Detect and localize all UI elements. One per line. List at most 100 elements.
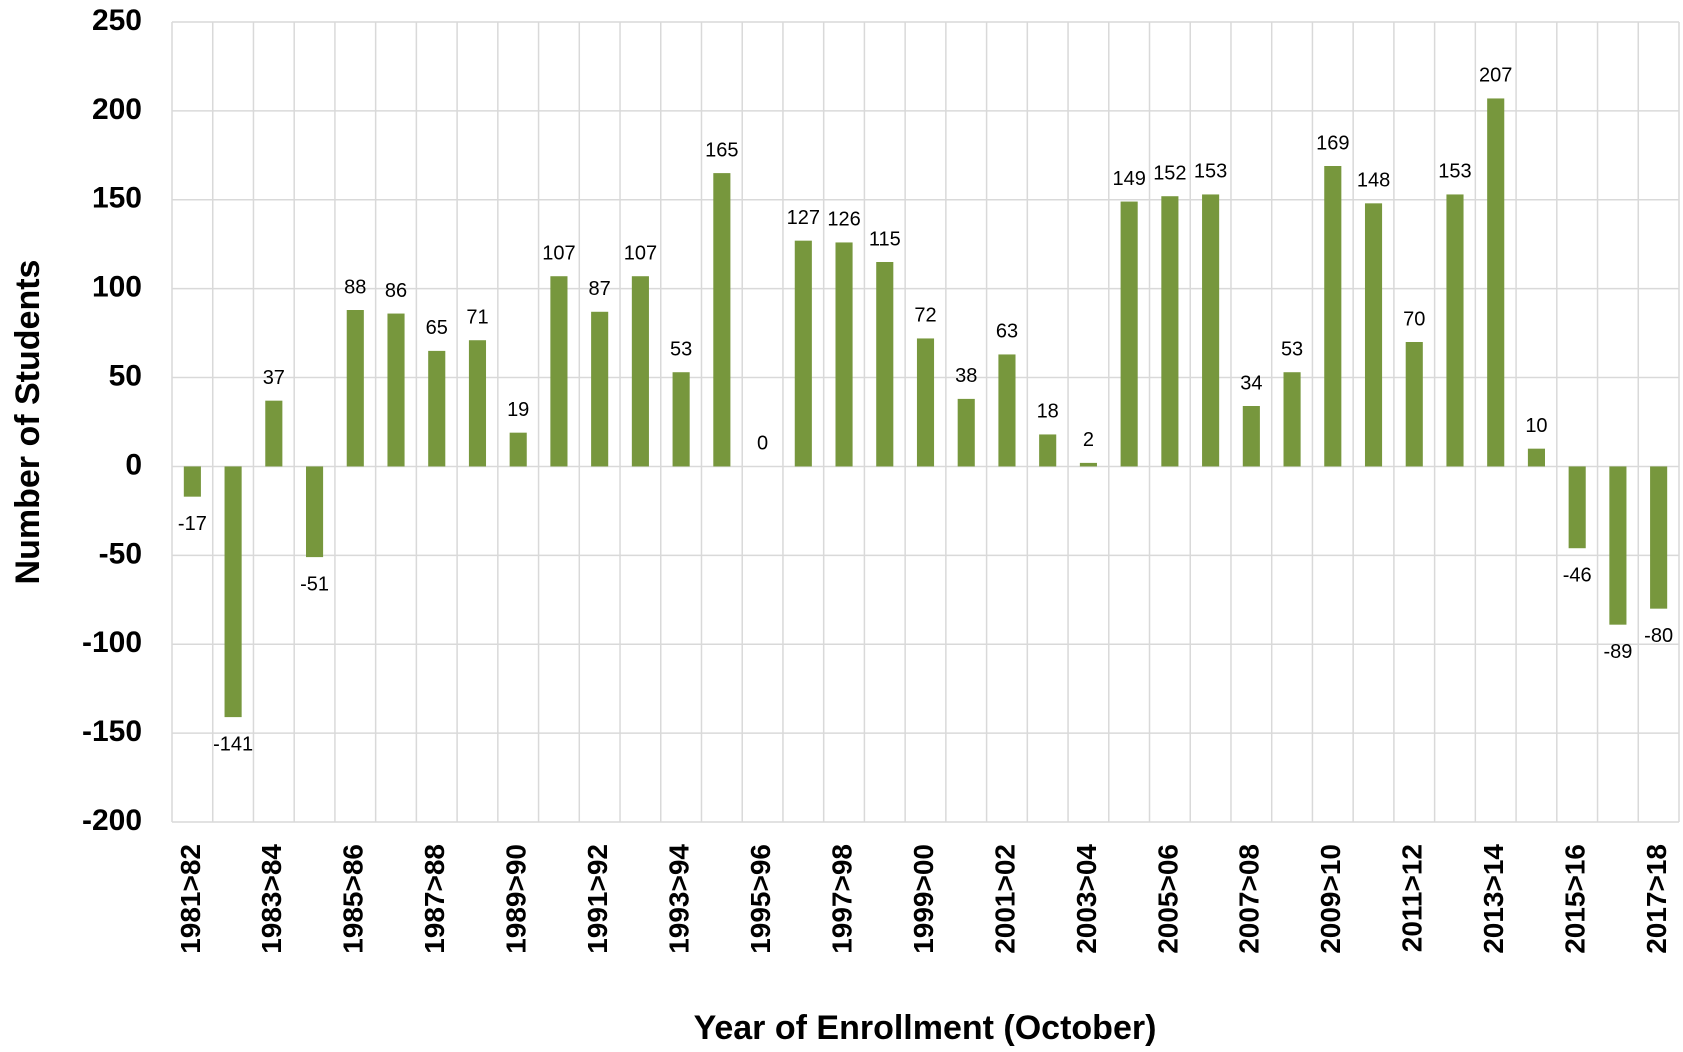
data-label: 19 xyxy=(507,399,529,421)
data-label: -17 xyxy=(178,513,207,535)
bar xyxy=(1609,466,1627,625)
bar xyxy=(265,400,283,467)
bar xyxy=(1283,372,1301,467)
bar xyxy=(428,350,446,467)
data-label: 107 xyxy=(624,243,657,265)
bar xyxy=(1079,462,1097,467)
data-label: 148 xyxy=(1357,170,1390,192)
data-label: 65 xyxy=(426,317,448,339)
bar xyxy=(550,276,568,467)
x-tick-label: 1981>82 xyxy=(175,844,206,954)
x-tick-label: 1987>88 xyxy=(419,844,450,954)
bar xyxy=(1446,194,1464,467)
bar xyxy=(631,276,649,467)
bar xyxy=(387,313,405,467)
data-label: 71 xyxy=(466,307,488,329)
x-tick-label: 2003>04 xyxy=(1071,844,1102,954)
y-tick-label: 100 xyxy=(92,271,142,304)
x-tick-label: 2015>16 xyxy=(1560,844,1591,954)
data-label: 0 xyxy=(757,433,768,455)
x-tick-label: 1995>96 xyxy=(745,844,776,954)
bar xyxy=(224,466,242,718)
y-tick-label: 0 xyxy=(125,448,142,481)
x-tick-label: 2013>14 xyxy=(1478,844,1509,954)
bar xyxy=(1120,201,1138,467)
bar xyxy=(1568,466,1586,549)
data-label: 38 xyxy=(955,365,977,387)
data-label: 63 xyxy=(996,321,1018,343)
data-label: -80 xyxy=(1644,625,1673,647)
data-label: 88 xyxy=(344,276,366,298)
y-tick-label: -100 xyxy=(82,626,142,659)
data-label: 53 xyxy=(1281,339,1303,361)
x-tick-label: 2011>12 xyxy=(1397,844,1428,952)
y-axis-title: Number of Students xyxy=(9,260,47,585)
bar xyxy=(591,311,609,467)
data-label: 126 xyxy=(827,209,860,231)
bar xyxy=(1364,203,1383,467)
bar xyxy=(1039,434,1057,467)
x-tick-label: 2001>02 xyxy=(989,844,1020,954)
data-label: 10 xyxy=(1525,415,1547,437)
data-label: 169 xyxy=(1316,132,1349,154)
x-axis-title: Year of Enrollment (October) xyxy=(694,1009,1157,1047)
data-label: 153 xyxy=(1194,161,1227,183)
bar xyxy=(998,354,1016,467)
y-tick-label: -50 xyxy=(99,537,142,570)
bar xyxy=(1527,448,1545,467)
bar xyxy=(183,466,201,497)
bar xyxy=(306,466,324,558)
data-label: 53 xyxy=(670,339,692,361)
bar xyxy=(713,173,731,467)
data-label: 149 xyxy=(1112,168,1145,190)
x-tick-label: 1983>84 xyxy=(256,844,287,954)
x-tick-label: 1997>98 xyxy=(826,844,857,954)
data-label: 152 xyxy=(1153,163,1186,185)
bar xyxy=(1487,98,1505,467)
x-tick-label: 2009>10 xyxy=(1315,844,1346,954)
bar xyxy=(1202,194,1220,467)
bar xyxy=(1650,466,1668,609)
x-tick-label: 1991>92 xyxy=(582,844,613,954)
bar xyxy=(1242,406,1260,467)
data-label: 107 xyxy=(542,243,575,265)
data-label: -51 xyxy=(300,573,329,595)
data-label: -89 xyxy=(1603,641,1632,663)
data-label: 165 xyxy=(705,139,738,161)
data-label: 115 xyxy=(869,228,901,250)
x-tick-label: 2007>08 xyxy=(1234,844,1265,954)
bar xyxy=(468,340,487,467)
bar xyxy=(957,398,975,467)
bar xyxy=(509,432,527,467)
data-label: -46 xyxy=(1563,565,1592,587)
y-tick-label: -200 xyxy=(82,804,142,837)
bar xyxy=(835,242,853,467)
data-label: 70 xyxy=(1403,308,1425,330)
data-label: 72 xyxy=(914,305,936,327)
bar xyxy=(346,310,364,467)
data-label: 87 xyxy=(589,278,611,300)
y-tick-label: 250 xyxy=(92,4,142,37)
bar xyxy=(1161,196,1179,467)
y-tick-label: 200 xyxy=(92,93,142,126)
data-label: 34 xyxy=(1240,372,1262,394)
y-tick-label: 50 xyxy=(109,359,142,392)
data-label: 86 xyxy=(385,280,407,302)
bar xyxy=(876,262,894,467)
bar xyxy=(1324,166,1342,467)
data-label: 18 xyxy=(1037,401,1059,423)
data-label: 153 xyxy=(1438,161,1471,183)
x-tick-label: 2017>18 xyxy=(1641,844,1672,954)
x-tick-label: 1985>86 xyxy=(338,844,369,954)
bar xyxy=(672,372,690,467)
y-tick-label: -150 xyxy=(82,715,142,748)
x-tick-label: 1999>00 xyxy=(908,844,939,954)
x-tick-label: 2005>06 xyxy=(1152,844,1183,954)
data-label: 2 xyxy=(1083,429,1094,451)
x-tick-label: 1989>90 xyxy=(501,844,532,954)
y-tick-label: 150 xyxy=(92,182,142,215)
data-label: 207 xyxy=(1479,65,1512,87)
x-tick-label: 1993>94 xyxy=(664,844,695,954)
bar xyxy=(916,338,935,467)
